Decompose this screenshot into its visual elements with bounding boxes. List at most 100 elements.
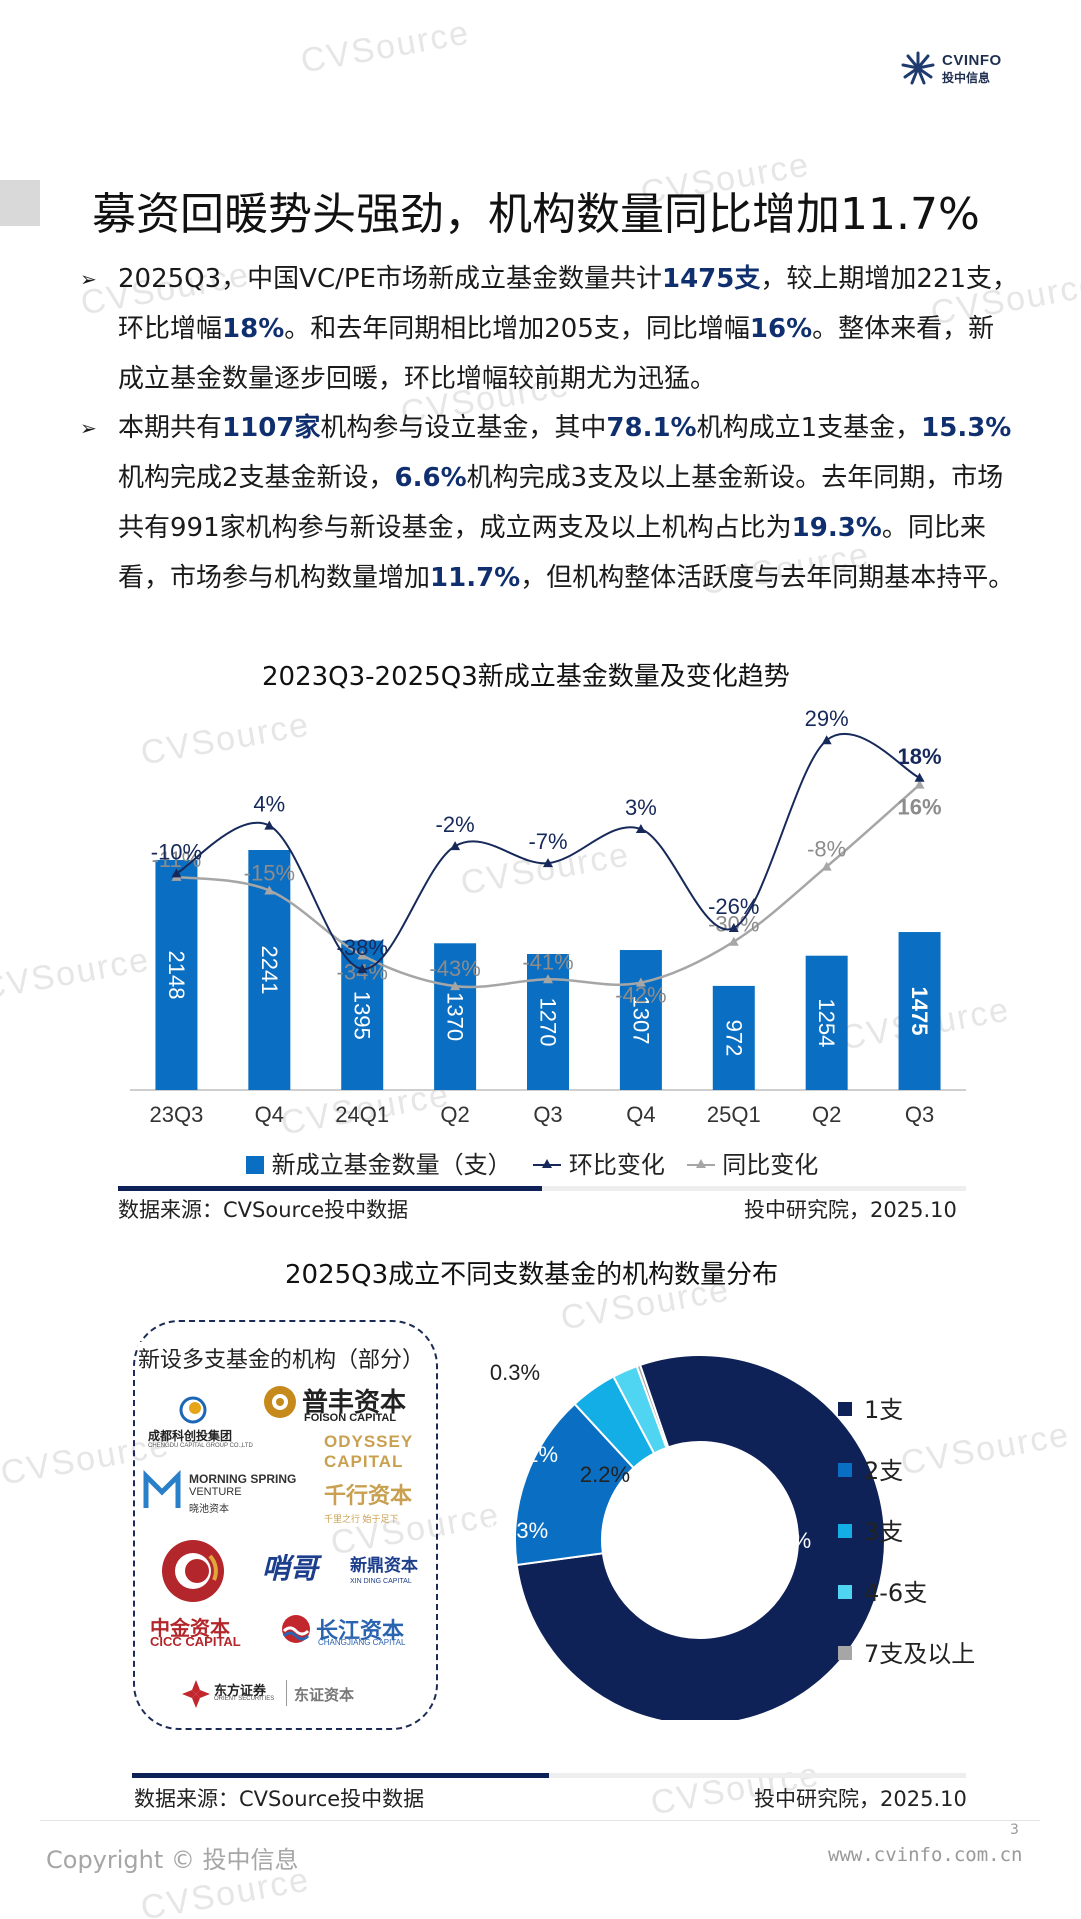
chart2-legend-item: 7支及以上 — [838, 1634, 975, 1695]
chart1-mom-label: -26% — [708, 894, 759, 919]
chart1-mom-point — [264, 820, 275, 830]
title-accent-bar — [0, 180, 40, 226]
chart1-x-tick-label: Q2 — [440, 1102, 469, 1127]
legend-label: 4-6支 — [864, 1579, 928, 1607]
chart2-legend: 1支 2支 3支 4-6支 7支及以上 — [838, 1390, 975, 1695]
page-number: 3 — [1010, 1822, 1019, 1838]
morning-spring-cn: 晓池资本 — [189, 1504, 229, 1515]
chart1-yoy-point — [543, 974, 553, 984]
chart1-mom-point — [171, 868, 182, 878]
chart1-mom-label: -2% — [436, 812, 475, 837]
chart1-mom-label: 18% — [898, 744, 942, 769]
chart1-mom-label: 4% — [253, 792, 285, 817]
legend-swatch — [838, 1463, 852, 1477]
paragraph-segment: 。和去年同期相比增加205支，同比增幅 — [284, 314, 750, 344]
qianxing-capital-logo: 千行资本 千里之行 始于足下 — [324, 1478, 412, 1525]
source2-divider — [132, 1773, 966, 1778]
chart1-yoy-point — [450, 981, 461, 991]
paragraph-segment: ，较上期增加221支，环比增幅 — [118, 264, 1018, 344]
cicc-logo-en: CICC CAPITAL — [150, 1634, 241, 1649]
chart2-legend-item: 2支 — [838, 1451, 975, 1512]
orient-logo-divider — [286, 1680, 287, 1706]
chart1-yoy-label: -8% — [807, 837, 846, 862]
legend-bar-swatch — [246, 1156, 264, 1174]
orient-logo-cn: 东方证券 — [214, 1683, 267, 1698]
source1-publisher: 投中研究院，2025.10 — [744, 1198, 957, 1222]
chart1-bar-value-label: 1307 — [628, 996, 653, 1045]
chart1-yoy-point — [357, 950, 368, 960]
legend-swatch — [838, 1585, 852, 1599]
source2-text: 数据来源：CVSource投中数据 — [134, 1787, 425, 1811]
legend-swatch — [838, 1402, 852, 1416]
chart1-yoy-point — [264, 885, 275, 895]
chart1-x-tick-label: Q4 — [626, 1102, 655, 1127]
changjiang-logo-en: CHANGJIANG CAPITAL — [318, 1638, 406, 1647]
paragraph-2-text: 本期共有1107家机构参与设立基金，其中78.1%机构成立1支基金，15.3% 机… — [118, 403, 1020, 603]
paragraph-1-text: 2025Q3，中国VC/PE市场新成立基金数量共计1475支，较上期增加221支… — [118, 254, 1020, 404]
paragraph-segment: 机构完成3支及以上基金新设。去年同期，市场共有991家机构参与新设基金，成立两支… — [118, 463, 1004, 543]
paragraph-segment: 机构成立1支基金， — [696, 413, 922, 443]
chart1-x-tick-label: 25Q1 — [707, 1102, 761, 1127]
odyssey-line2: CAPITAL — [324, 1452, 404, 1471]
chart1-bar-value-label: 1254 — [814, 998, 839, 1047]
odyssey-capital-logo: ODYSSEY CAPITAL — [324, 1432, 413, 1472]
chart1-bar-value-label: 972 — [721, 1020, 746, 1057]
chart1-bar — [805, 955, 848, 1090]
legend-yoy-swatch — [686, 1156, 715, 1174]
foison-logo-en: FOISON CAPITAL — [304, 1412, 397, 1424]
source1-divider — [118, 1186, 966, 1191]
chart2-legend-item: 1支 — [838, 1390, 975, 1451]
paragraph-1: ➢ 2025Q3，中国VC/PE市场新成立基金数量共计1475支，较上期增加22… — [80, 254, 1020, 404]
highlight-value: 16% — [749, 314, 813, 344]
chart1-yoy-label: -41% — [522, 949, 573, 974]
chart2-slice — [635, 1363, 670, 1450]
legend-mom-label: 环比变化 — [568, 1151, 665, 1179]
chart1-mom-point — [543, 858, 553, 868]
paragraph-segment: ，但机构整体活跃度与去年同期基本持平。 — [520, 563, 1015, 593]
chart1-bar — [619, 950, 662, 1090]
chart1-mom-label: -7% — [528, 829, 567, 854]
chart1-yoy-line — [176, 783, 921, 989]
chart1-bar-value-label: 1395 — [350, 991, 375, 1040]
paragraph-segment: 机构参与设立基金，其中 — [320, 413, 607, 443]
cicc-logo-mark-icon — [162, 1540, 224, 1602]
changjiang-logo-cn: 长江资本 — [316, 1618, 405, 1643]
xinding-logo-en: XIN DING CAPITAL — [350, 1578, 412, 1585]
chart1-mom-label: 3% — [625, 795, 657, 820]
shaoge-logo-cn: 哨哥 — [262, 1553, 319, 1584]
highlight-value: 1107家 — [222, 413, 321, 443]
chart1-yoy-point — [635, 977, 646, 987]
chart2-slice-label: 15.3% — [486, 1518, 548, 1543]
chart1-yoy-label: -43% — [429, 956, 480, 981]
highlight-value: 15.3% — [921, 413, 1012, 443]
chart1-bar-value-label: 1475 — [907, 987, 932, 1036]
qianxing-cn: 千行资本 — [324, 1483, 413, 1508]
bullet-arrow-icon: ➢ — [80, 416, 97, 440]
chart2-slice — [515, 1354, 886, 1720]
changjiang-logo-mark-icon — [282, 1615, 310, 1643]
odyssey-line1: ODYSSEY — [324, 1432, 414, 1451]
highlight-value: 1475支 — [661, 264, 761, 294]
xinding-capital-logo: 新鼎资本 XIN DING CAPITAL — [350, 1551, 418, 1585]
chart1-mom-label: -10% — [151, 839, 202, 864]
chart1-x-tick-label: Q3 — [533, 1102, 562, 1127]
chart1-mom-label: -38% — [337, 935, 388, 960]
footer-copyright: Copyright © 投中信息 — [46, 1846, 299, 1874]
chart1-legend: 新成立基金数量（支） 环比变化 同比变化 — [246, 1145, 818, 1180]
qianxing-sub: 千里之行 始于足下 — [324, 1514, 399, 1524]
chart1-yoy-point — [914, 779, 925, 789]
highlight-value: 18% — [222, 314, 285, 344]
orient-logo-en: ORIENT SECURITIES — [214, 1696, 275, 1702]
chengdu-logo-cn: 成都科创投集团 — [148, 1429, 233, 1443]
chart2-title: 2025Q3成立不同支数基金的机构数量分布 — [285, 1260, 779, 1290]
paragraph-segment: 。整体来看，新成立基金数量逐步回暖，环比增幅较前期尤为迅猛。 — [118, 314, 995, 394]
chart2-slice-label: 0.3% — [490, 1360, 540, 1385]
cicc-logo-cn: 中金资本 — [150, 1618, 230, 1640]
paragraph-segment: 机构完成2支基金新设， — [118, 463, 395, 493]
chart1-bar-value-label: 1370 — [443, 992, 468, 1041]
legend-yoy-label: 同比变化 — [722, 1151, 819, 1179]
chart1-mom-point — [821, 735, 832, 745]
chart1-bar-value-label: 1270 — [536, 998, 561, 1047]
chart1-yoy-point — [821, 861, 832, 871]
footer-website-link[interactable]: www.cvinfo.com.cn — [828, 1844, 1023, 1866]
